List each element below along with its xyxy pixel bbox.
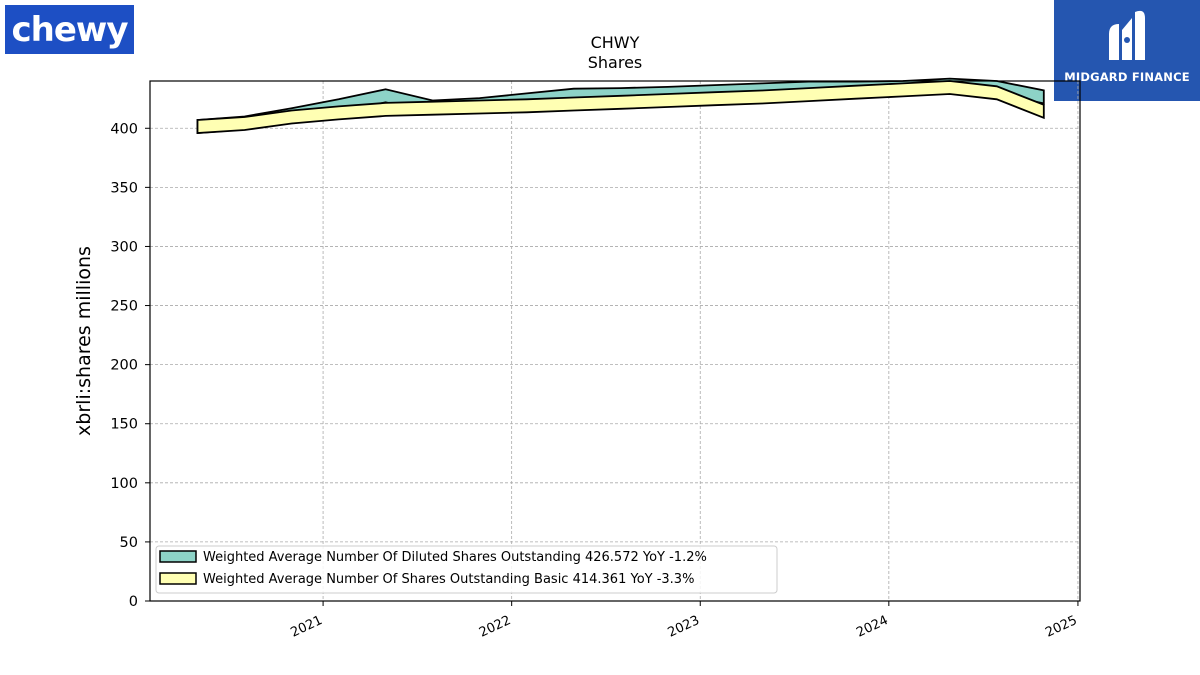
legend-label-basic: Weighted Average Number Of Shares Outsta… xyxy=(203,572,694,587)
x-tick-label-2023: 2023 xyxy=(666,613,702,641)
legend-box xyxy=(155,545,778,594)
midgard-finance-name: MIDGARD FINANCE xyxy=(1064,70,1190,84)
y-tick-label-150: 150 xyxy=(110,417,138,433)
series-layer xyxy=(196,77,1045,134)
legend-swatch-basic xyxy=(159,572,197,585)
y-tick-label-200: 200 xyxy=(110,358,138,374)
plot-frame xyxy=(149,80,1081,602)
midgard-mark-icon xyxy=(1109,10,1145,60)
y-tick-label-400: 400 xyxy=(110,121,138,137)
y-tick-label-350: 350 xyxy=(110,180,138,196)
x-tick-label-2022: 2022 xyxy=(477,613,513,641)
x-tick-label-2025: 2025 xyxy=(1043,613,1079,641)
x-tick-label-2024: 2024 xyxy=(854,613,890,641)
chart-title: CHWY xyxy=(591,33,640,52)
y-tick-label-100: 100 xyxy=(110,476,138,492)
chart-legend: Weighted Average Number Of Diluted Share… xyxy=(155,545,778,594)
legend-swatch-diluted xyxy=(159,550,197,563)
chewy-logo-text: chewy xyxy=(11,9,129,50)
y-tick-label-0: 0 xyxy=(129,594,138,610)
y-axis-ticks: 0 50 100 150 200 250 300 350 400 xyxy=(110,121,150,610)
x-axis-ticks: 2021 2022 2023 2024 2025 xyxy=(288,601,1080,641)
x-tick-label-2021: 2021 xyxy=(288,613,324,641)
y-axis-label: xbrli:shares millions xyxy=(73,246,95,436)
chart-subtitle: Shares xyxy=(588,53,643,72)
midgard-finance-logo: MIDGARD FINANCE xyxy=(1054,0,1200,101)
legend-label-diluted: Weighted Average Number Of Diluted Share… xyxy=(203,550,707,565)
series-ribbon-basic xyxy=(196,80,1045,134)
grid-layer xyxy=(150,81,1080,601)
chewy-logo: chewy xyxy=(5,5,134,54)
y-tick-label-300: 300 xyxy=(110,239,138,255)
y-tick-label-250: 250 xyxy=(110,299,138,315)
y-tick-label-50: 50 xyxy=(120,535,138,551)
